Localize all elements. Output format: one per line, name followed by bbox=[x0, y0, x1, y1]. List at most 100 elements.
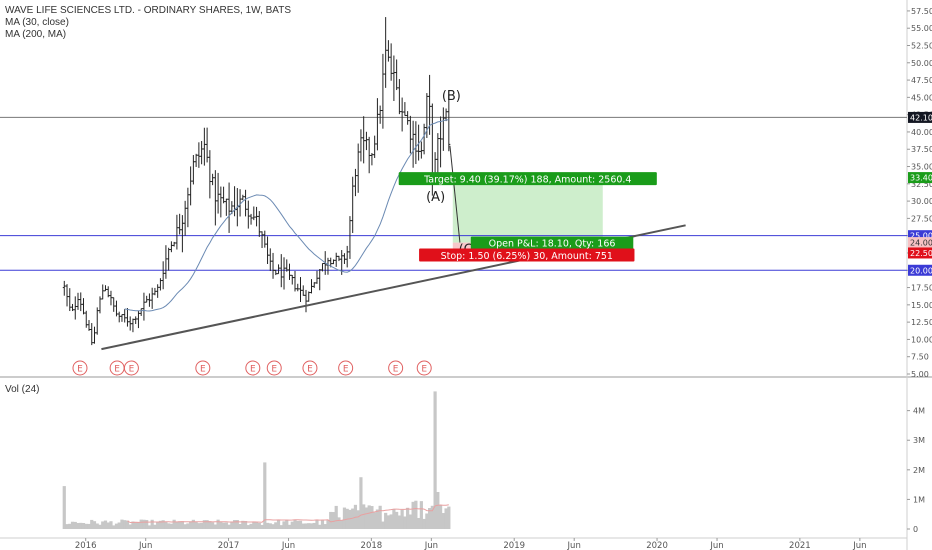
price-tick-label: 12.50 bbox=[911, 318, 932, 327]
earnings-marker[interactable] bbox=[416, 360, 432, 376]
price-marker-label[interactable]: 22.50 bbox=[910, 249, 932, 258]
volume-bar bbox=[81, 523, 86, 529]
target-label[interactable]: Target: 9.40 (39.17%) 188, Amount: 2560.… bbox=[423, 174, 631, 185]
earnings-marker[interactable] bbox=[302, 360, 318, 376]
volume-legend: Vol (24) bbox=[5, 384, 39, 396]
pnl-label[interactable]: Open P&L: 18.10, Qty: 166 bbox=[489, 239, 616, 250]
volume-bar bbox=[359, 477, 363, 529]
volume-bar bbox=[411, 501, 415, 529]
price-marker-bg bbox=[908, 172, 932, 184]
volume-bar bbox=[331, 512, 336, 529]
volume-bar bbox=[70, 521, 75, 529]
volume-bar bbox=[117, 522, 121, 529]
volume-bar bbox=[232, 520, 237, 529]
volume-bar bbox=[282, 521, 286, 529]
volume-bar bbox=[134, 522, 138, 529]
target-label-bg bbox=[398, 172, 657, 186]
volume-bar bbox=[106, 522, 110, 529]
volume-bar bbox=[241, 520, 245, 529]
volume-bar bbox=[103, 520, 108, 529]
price-tick-label: 45.00 bbox=[911, 93, 932, 102]
time-tick-label: 2017 bbox=[218, 541, 240, 550]
price-marker-label[interactable]: 24.00 bbox=[910, 239, 932, 248]
volume-tick-label: 2M bbox=[913, 466, 925, 475]
wave-label[interactable]: (B) bbox=[442, 89, 461, 104]
earnings-marker[interactable] bbox=[338, 360, 354, 376]
price-tick-label: 55.00 bbox=[911, 24, 932, 33]
earnings-marker[interactable] bbox=[245, 360, 261, 376]
ma30-legend[interactable]: MA (30, close) bbox=[5, 17, 69, 28]
volume-bar bbox=[178, 521, 182, 529]
volume-bar bbox=[386, 515, 391, 529]
volume-bar bbox=[158, 520, 163, 529]
price-marker-bg bbox=[908, 247, 932, 259]
ma30-line[interactable] bbox=[124, 119, 449, 312]
volume-bar bbox=[274, 522, 278, 529]
volume-bar bbox=[419, 501, 423, 529]
target-zone[interactable] bbox=[452, 177, 603, 243]
volume-bar bbox=[62, 486, 66, 529]
projection-line[interactable] bbox=[449, 145, 461, 243]
volume-bar bbox=[263, 462, 267, 529]
volume-bar bbox=[208, 521, 212, 529]
volume-bar bbox=[315, 520, 319, 529]
stop-label[interactable]: Stop: 1.50 (6.25%) 30, Amount: 751 bbox=[441, 251, 613, 262]
volume-bar bbox=[254, 521, 259, 529]
volume-bar bbox=[257, 522, 261, 529]
earnings-marker-label: E bbox=[200, 365, 206, 375]
wave-label[interactable]: (A) bbox=[426, 190, 445, 205]
price-tick-label: 10.00 bbox=[911, 335, 932, 344]
earnings-marker-label: E bbox=[421, 365, 427, 375]
volume-bar bbox=[395, 511, 399, 529]
volume-bar bbox=[147, 525, 152, 529]
volume-bar bbox=[444, 508, 448, 529]
volume-bar bbox=[183, 524, 187, 529]
volume-bar bbox=[329, 511, 333, 529]
earnings-marker-label: E bbox=[77, 365, 83, 375]
volume-bar bbox=[364, 507, 369, 529]
volume-bar bbox=[378, 505, 382, 529]
price-tick-label: 35.00 bbox=[911, 163, 932, 172]
volume-bar bbox=[430, 505, 434, 529]
price-marker-label[interactable]: 42.10 bbox=[910, 113, 932, 122]
price-marker-label[interactable]: 33.40 bbox=[910, 174, 932, 183]
volume-bar bbox=[227, 524, 231, 529]
volume-bar bbox=[172, 519, 176, 529]
volume-bar bbox=[428, 508, 432, 529]
earnings-marker[interactable] bbox=[72, 360, 88, 376]
symbol-title[interactable]: WAVE LIFE SCIENCES LTD. - ORDINARY SHARE… bbox=[5, 5, 291, 16]
volume-bar bbox=[142, 519, 146, 529]
price-marker-label[interactable]: 20.00 bbox=[910, 266, 932, 275]
earnings-marker-label: E bbox=[114, 365, 120, 375]
earnings-marker[interactable] bbox=[266, 360, 282, 376]
price-tick-label: 47.50 bbox=[911, 76, 932, 85]
volume-bar bbox=[373, 512, 377, 529]
earnings-marker[interactable] bbox=[388, 360, 404, 376]
ma200-legend[interactable]: MA (200, MA) bbox=[5, 29, 67, 40]
time-tick-label: 2019 bbox=[503, 541, 525, 550]
volume-bar bbox=[92, 521, 97, 529]
volume-bar bbox=[323, 524, 327, 529]
volume-bar bbox=[216, 519, 220, 529]
volume-bar bbox=[433, 391, 437, 529]
volume-bar bbox=[65, 524, 69, 529]
volume-bar bbox=[156, 521, 160, 529]
volume-bar bbox=[145, 519, 149, 529]
earnings-marker[interactable] bbox=[195, 360, 211, 376]
volume-bar bbox=[384, 512, 388, 529]
volume-bar bbox=[287, 524, 292, 529]
price-marker-label[interactable]: 25.00 bbox=[910, 232, 932, 241]
volume-bar bbox=[202, 520, 206, 529]
volume-bar bbox=[296, 520, 300, 529]
volume-bar bbox=[400, 509, 404, 529]
volume-bar bbox=[114, 523, 119, 529]
volume-bar bbox=[436, 492, 440, 529]
volume-bar bbox=[76, 522, 80, 529]
volume-bar bbox=[375, 509, 380, 529]
volume-bar bbox=[406, 507, 410, 529]
volume-title[interactable]: Vol (24) bbox=[5, 384, 40, 395]
price-tick-label: 30.00 bbox=[911, 197, 932, 206]
earnings-marker[interactable] bbox=[123, 360, 139, 376]
volume-bar bbox=[356, 510, 360, 529]
